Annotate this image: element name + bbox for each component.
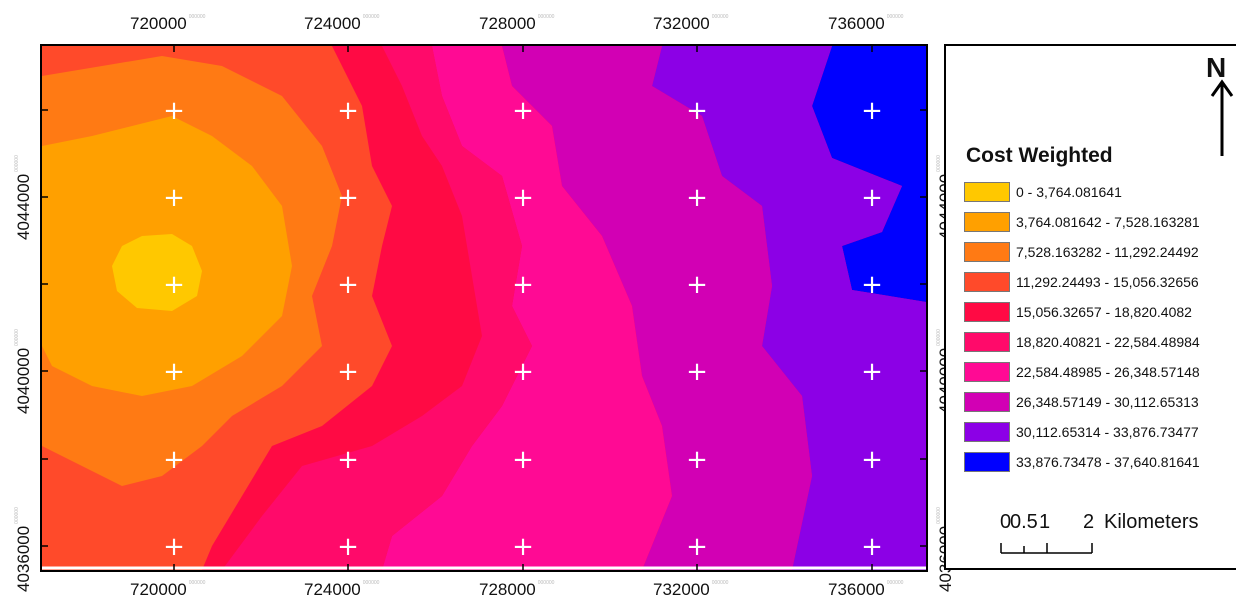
legend-label: 3,764.081642 - 7,528.163281 <box>1016 214 1200 230</box>
legend-label: 0 - 3,764.081641 <box>1016 184 1122 200</box>
legend-swatch <box>964 332 1010 352</box>
legend-item-6: 18,820.40821 - 22,584.48984 <box>964 331 1200 353</box>
scale-label-1: 1 <box>1039 511 1051 533</box>
map-frame: + + + + + + + + + + + + + + + + + + + + + + + + + + + + + + <box>40 44 928 572</box>
y-tick-left-1: 4044000000000 <box>14 155 33 240</box>
grid-marker: + <box>337 532 359 562</box>
legend-item-7: 22,584.48985 - 26,348.57148 <box>964 361 1200 383</box>
legend-swatch <box>964 392 1010 412</box>
x-tick-bottom-1: 720000 000000 <box>130 580 206 599</box>
x-tick-top-5: 736000 000000 <box>828 14 904 33</box>
zone-class-7 <box>382 46 672 570</box>
grid-marker: + <box>163 357 185 387</box>
grid-marker: + <box>337 357 359 387</box>
x-tick-top-2: 724000 000000 <box>304 14 380 33</box>
scale-unit: Kilometers <box>1104 511 1199 533</box>
legend-item-3: 7,528.163282 - 11,292.24492 <box>964 241 1199 263</box>
legend-item-9: 30,112.65314 - 33,876.73477 <box>964 421 1199 443</box>
x-tick-bottom-5: 736000 000000 <box>828 580 904 599</box>
legend-item-4: 11,292.24493 - 15,056.32656 <box>964 271 1199 293</box>
grid-marker: + <box>861 445 883 475</box>
legend-item-10: 33,876.73478 - 37,640.81641 <box>964 451 1200 473</box>
grid-marker: + <box>861 357 883 387</box>
grid-marker: + <box>512 445 534 475</box>
north-arrow-icon: N <box>1206 52 1236 162</box>
x-tick-top-1: 720000 000000 <box>130 14 206 33</box>
grid-marker: + <box>163 532 185 562</box>
legend-item-2: 3,764.081642 - 7,528.163281 <box>964 211 1200 233</box>
legend-item-1: 0 - 3,764.081641 <box>964 181 1122 203</box>
legend-swatch <box>964 422 1010 442</box>
grid-marker: + <box>337 270 359 300</box>
legend-swatch <box>964 242 1010 262</box>
cost-surface-map: + + + + + + + + + + + + + + + + + + + + + + + + + + + + + + <box>42 46 926 570</box>
grid-marker: + <box>512 270 534 300</box>
grid-marker: + <box>861 532 883 562</box>
zone-class-1 <box>112 234 202 311</box>
x-tick-bottom-2: 724000 000000 <box>304 580 380 599</box>
grid-marker: + <box>861 183 883 213</box>
legend-label: 18,820.40821 - 22,584.48984 <box>1016 334 1200 350</box>
grid-marker: + <box>686 183 708 213</box>
grid-marker: + <box>686 96 708 126</box>
legend-label: 30,112.65314 - 33,876.73477 <box>1016 424 1199 440</box>
zone-class-9 <box>652 46 926 570</box>
legend-label: 7,528.163282 - 11,292.24492 <box>1016 244 1199 260</box>
grid-marker: + <box>163 445 185 475</box>
grid-markers: + + + + + + + + + + + + + + + + + + + + + + + + + + + + + + <box>163 96 883 562</box>
legend-label: 33,876.73478 - 37,640.81641 <box>1016 454 1200 470</box>
grid-marker: + <box>512 96 534 126</box>
grid-marker: + <box>686 270 708 300</box>
scale-bar-graphic <box>1000 543 1093 554</box>
grid-marker: + <box>686 532 708 562</box>
x-tick-top-3: 728000 000000 <box>479 14 555 33</box>
grid-marker: + <box>512 183 534 213</box>
grid-marker: + <box>861 96 883 126</box>
grid-marker: + <box>163 270 185 300</box>
grid-marker: + <box>163 183 185 213</box>
legend-label: 15,056.32657 - 18,820.4082 <box>1016 304 1192 320</box>
zone-class-8 <box>502 46 812 570</box>
legend-label: 22,584.48985 - 26,348.57148 <box>1016 364 1200 380</box>
legend-item-8: 26,348.57149 - 30,112.65313 <box>964 391 1199 413</box>
grid-marker: + <box>163 96 185 126</box>
grid-marker: + <box>861 270 883 300</box>
legend-label: 26,348.57149 - 30,112.65313 <box>1016 394 1199 410</box>
scale-label-0-5: 0.5 <box>1010 511 1038 533</box>
grid-marker: + <box>512 532 534 562</box>
legend-swatch <box>964 362 1010 382</box>
legend-label: 11,292.24493 - 15,056.32656 <box>1016 274 1199 290</box>
grid-marker: + <box>686 445 708 475</box>
grid-marker: + <box>337 445 359 475</box>
legend-title: Cost Weighted <box>966 144 1113 167</box>
zone-class-6 <box>222 46 532 570</box>
legend-swatch <box>964 182 1010 202</box>
legend-swatch <box>964 452 1010 472</box>
legend-swatch <box>964 212 1010 232</box>
legend-swatch <box>964 302 1010 322</box>
y-tick-left-2: 4040000000000 <box>14 329 33 414</box>
x-tick-top-4: 732000 000000 <box>653 14 729 33</box>
x-tick-bottom-4: 732000 000000 <box>653 580 729 599</box>
scale-label-0: 0 <box>1000 511 1012 533</box>
grid-marker: + <box>512 357 534 387</box>
grid-marker: + <box>686 357 708 387</box>
north-arrow-shape <box>1210 79 1234 156</box>
legend-item-5: 15,056.32657 - 18,820.4082 <box>964 301 1192 323</box>
grid-marker: + <box>337 183 359 213</box>
x-tick-bottom-3: 728000 000000 <box>479 580 555 599</box>
scale-label-2: 2 <box>1083 511 1095 533</box>
legend-swatch <box>964 272 1010 292</box>
grid-marker: + <box>337 96 359 126</box>
zone-class-10 <box>812 46 926 302</box>
frame-ticks <box>42 46 926 570</box>
north-letter: N <box>1206 52 1227 83</box>
y-tick-left-3: 4036000000000 <box>14 507 33 592</box>
